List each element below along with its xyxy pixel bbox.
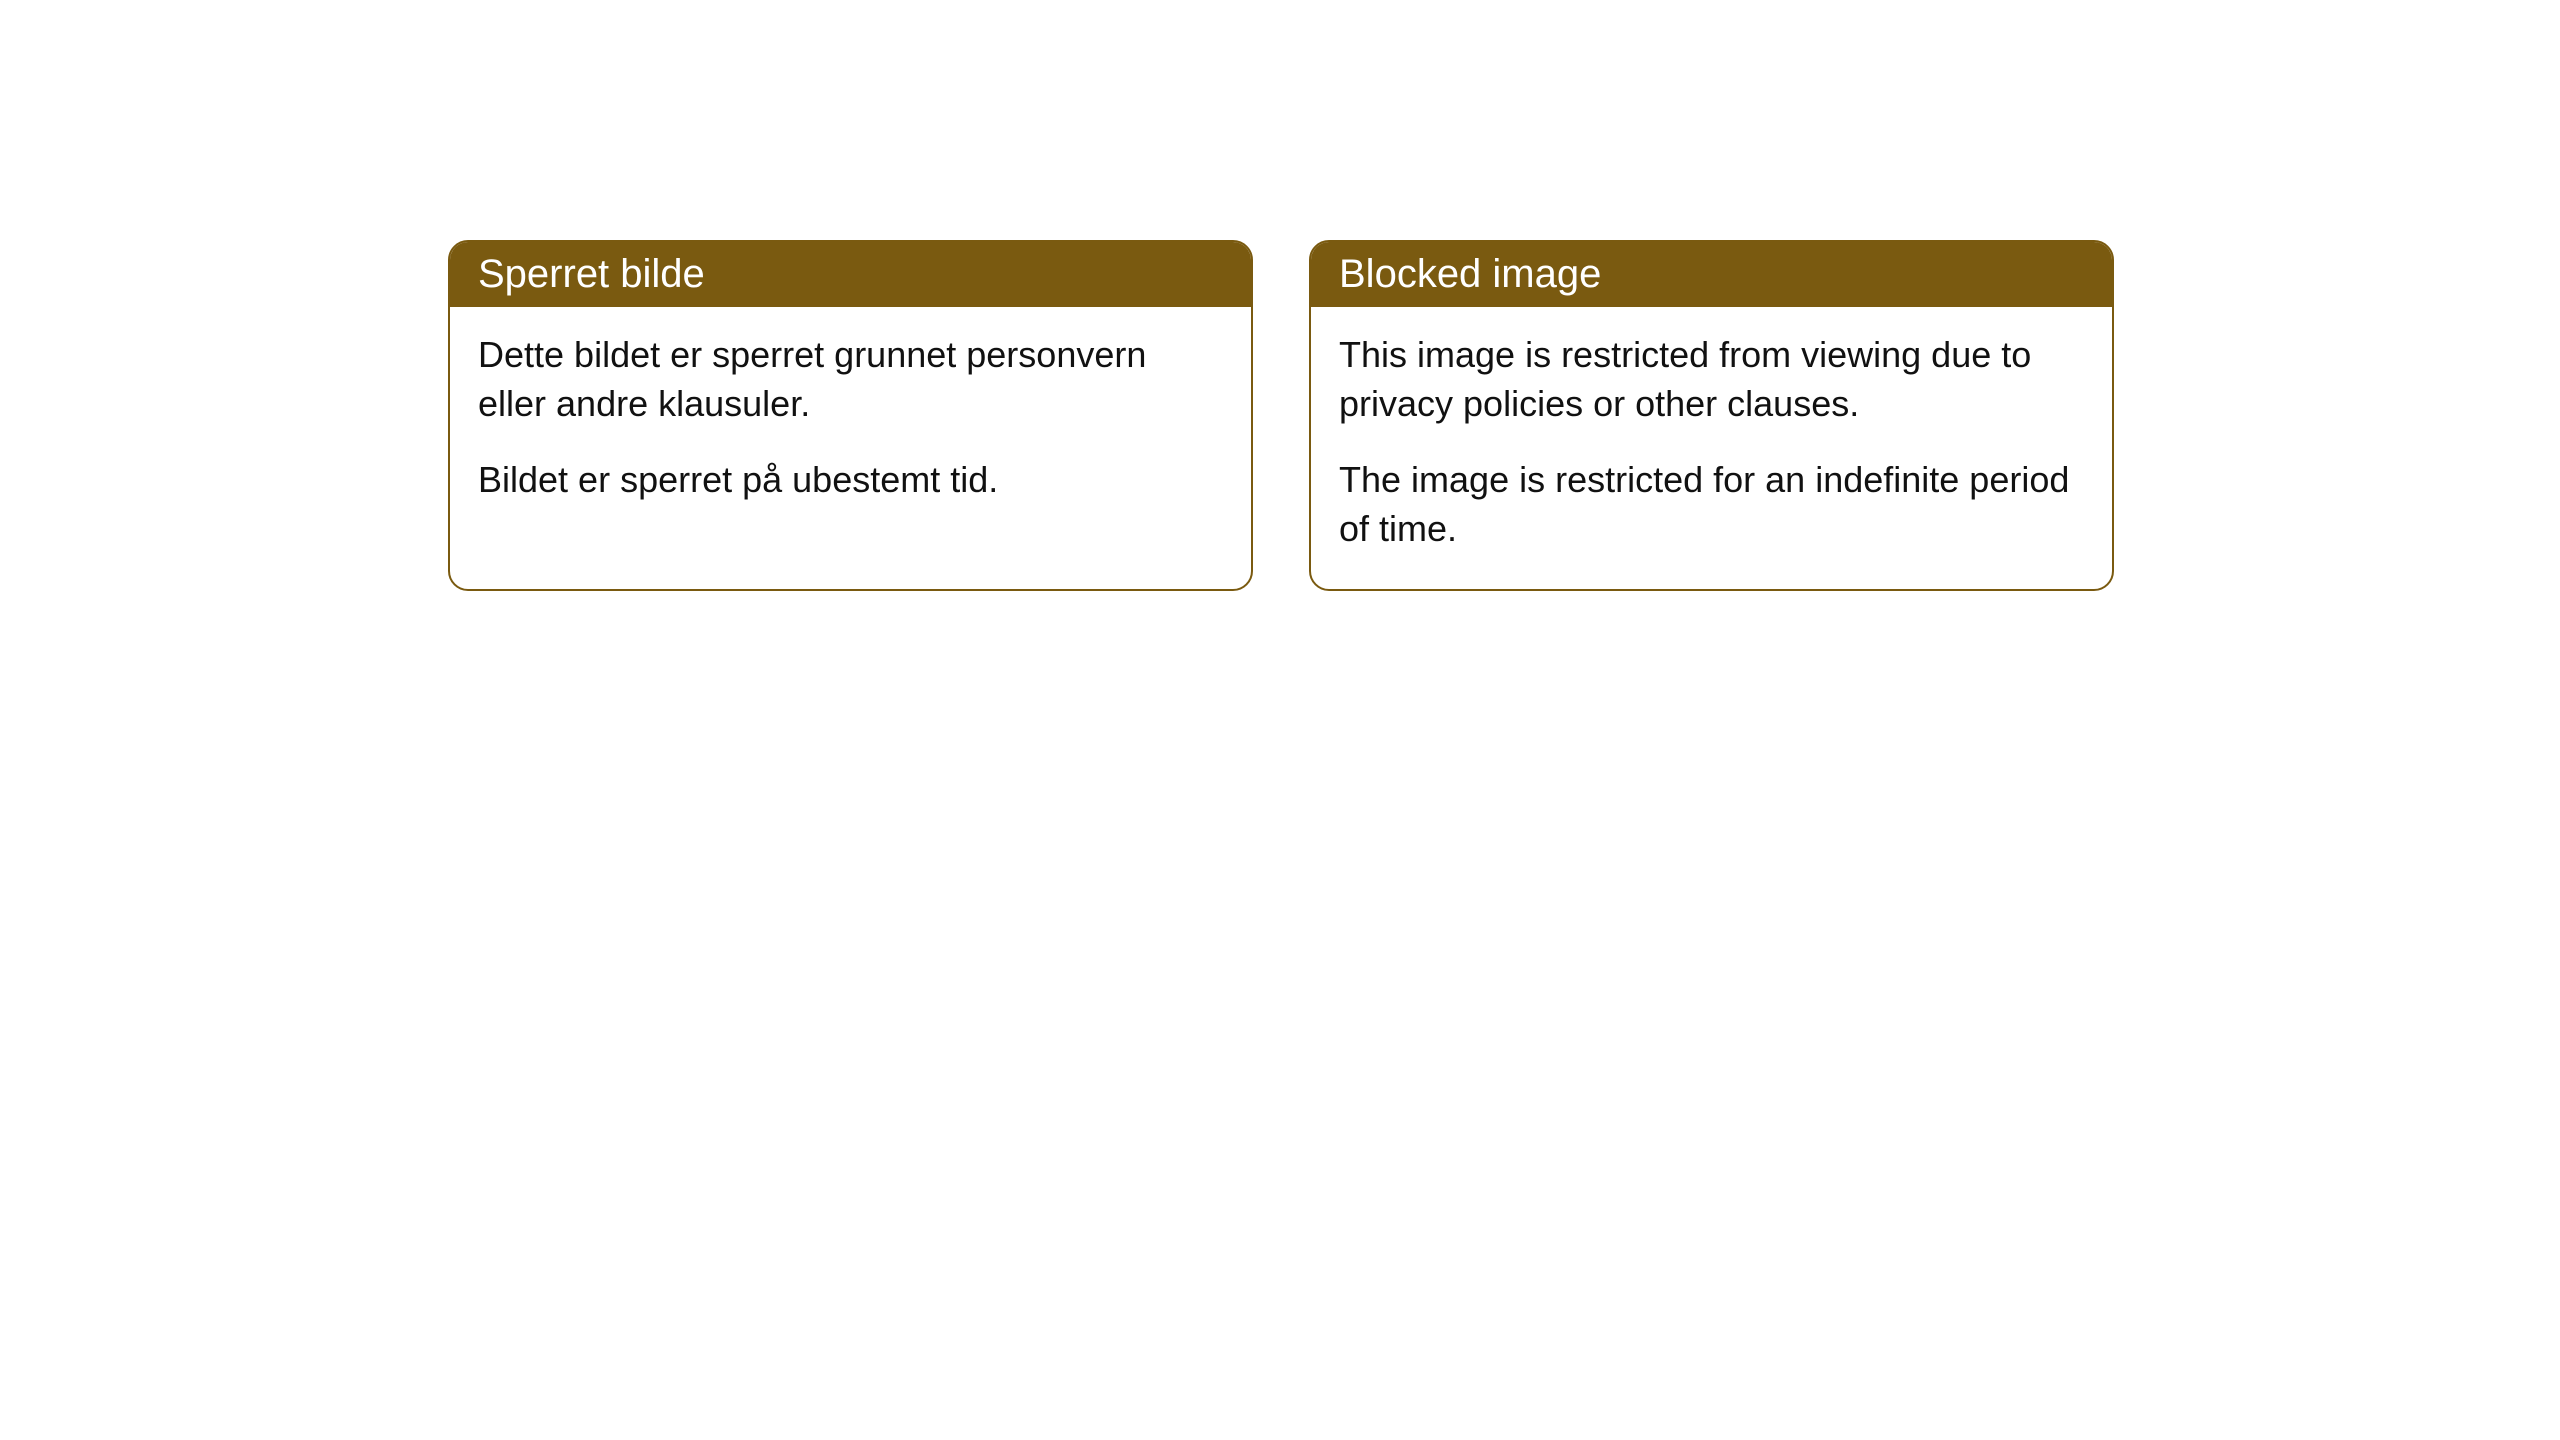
blocked-image-card-english: Blocked image This image is restricted f… [1309,240,2114,591]
card-title: Sperret bilde [478,252,705,296]
card-paragraph: Bildet er sperret på ubestemt tid. [478,456,1223,505]
card-header-norwegian: Sperret bilde [450,242,1251,307]
card-title: Blocked image [1339,252,1601,296]
card-paragraph: The image is restricted for an indefinit… [1339,456,2084,553]
notice-cards-container: Sperret bilde Dette bildet er sperret gr… [448,240,2114,591]
card-header-english: Blocked image [1311,242,2112,307]
card-paragraph: This image is restricted from viewing du… [1339,331,2084,428]
card-body-norwegian: Dette bildet er sperret grunnet personve… [450,307,1251,541]
card-body-english: This image is restricted from viewing du… [1311,307,2112,589]
card-paragraph: Dette bildet er sperret grunnet personve… [478,331,1223,428]
blocked-image-card-norwegian: Sperret bilde Dette bildet er sperret gr… [448,240,1253,591]
